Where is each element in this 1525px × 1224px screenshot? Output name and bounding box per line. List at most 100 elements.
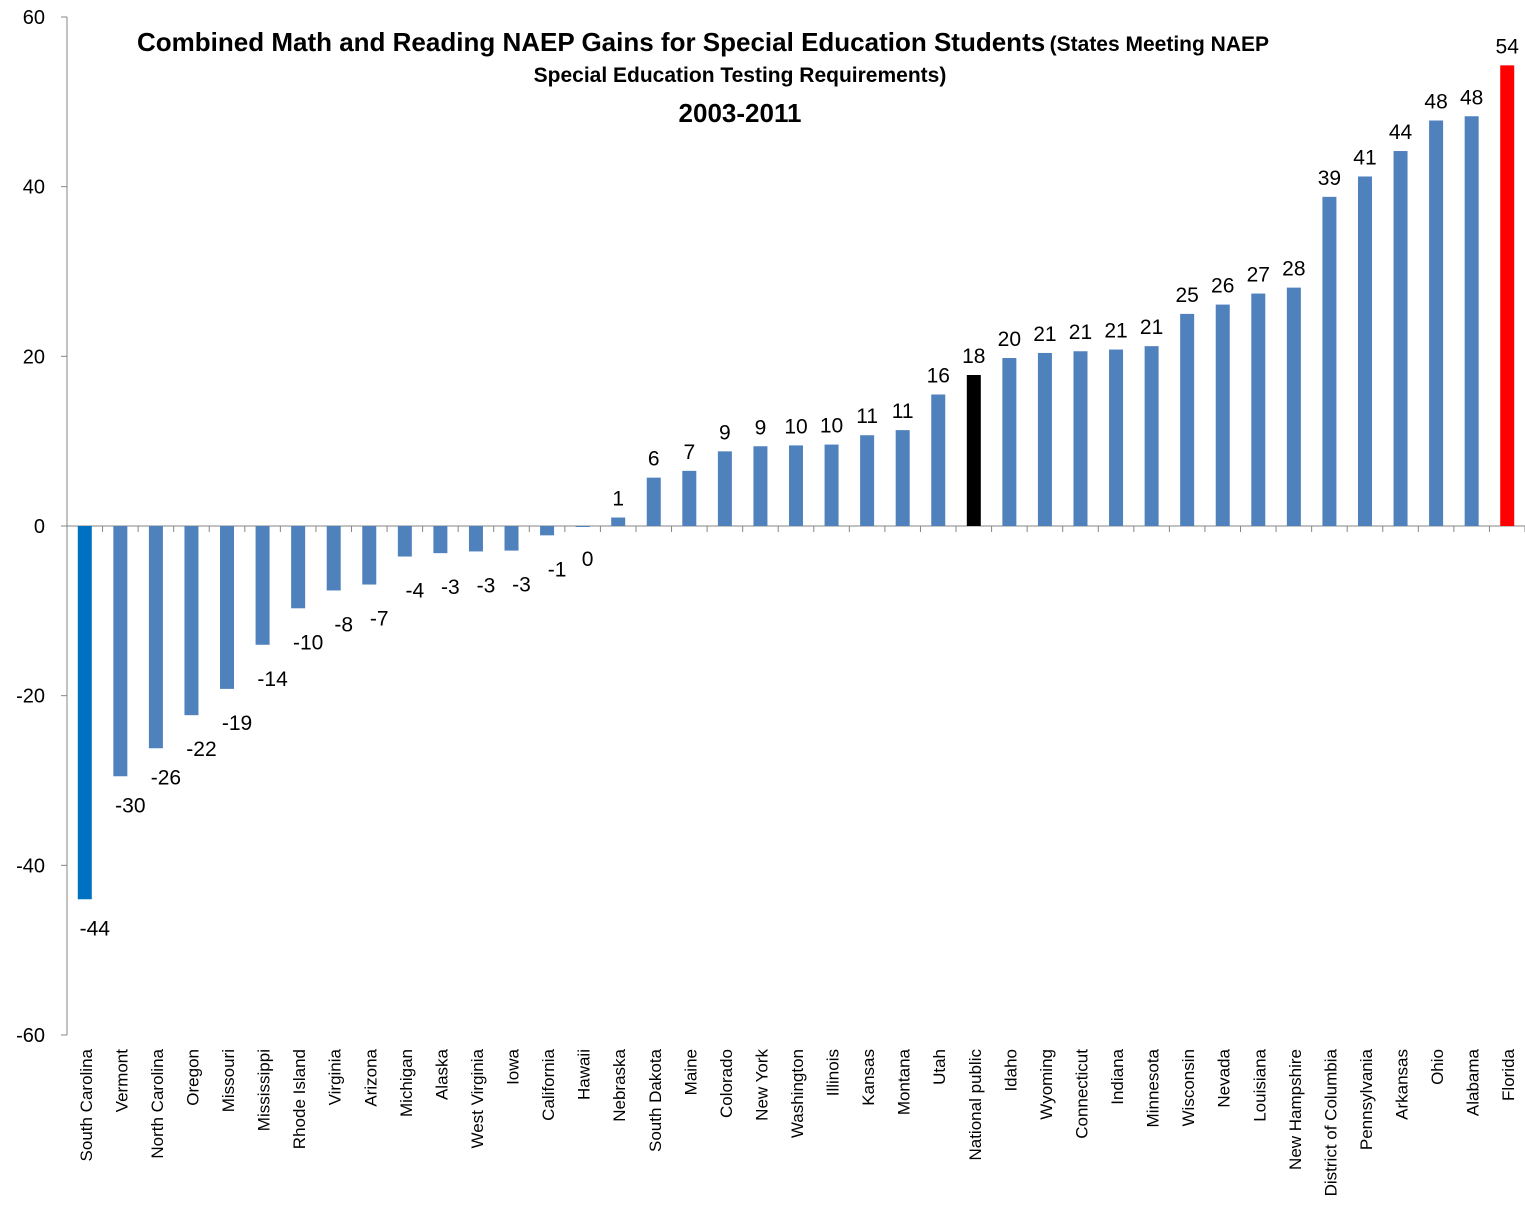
category-label: Kansas: [859, 1049, 878, 1106]
bar-utah: [931, 394, 946, 526]
bar-louisiana: [1251, 293, 1266, 526]
data-label: 44: [1389, 121, 1413, 144]
data-label: 21: [1069, 321, 1092, 344]
data-label: -4: [405, 580, 424, 603]
bar-arkansas: [1393, 151, 1408, 526]
data-label: -19: [222, 712, 252, 735]
data-label: 48: [1424, 90, 1447, 113]
bar-national-public: [966, 374, 981, 526]
y-tick-label: 20: [23, 346, 45, 368]
data-label: 6: [648, 448, 660, 471]
category-label: California: [539, 1048, 558, 1120]
category-label: Wyoming: [1037, 1049, 1056, 1120]
chart-title-line2: Special Education Testing Requirements): [533, 64, 947, 87]
category-label: New Hampshire: [1286, 1049, 1305, 1170]
bar-virginia: [326, 526, 341, 591]
chart-title-line1: Combined Math and Reading NAEP Gains for…: [137, 27, 1397, 58]
category-label: Montana: [895, 1048, 914, 1115]
category-label: Ohio: [1428, 1049, 1447, 1085]
data-label: 48: [1460, 86, 1483, 109]
bar-california: [540, 526, 555, 536]
category-label: Indiana: [1108, 1048, 1127, 1104]
data-label: -3: [477, 574, 496, 597]
category-label: Arizona: [361, 1048, 380, 1106]
bar-maine: [682, 470, 697, 526]
category-label: Idaho: [1001, 1049, 1020, 1092]
data-label: 27: [1247, 264, 1270, 287]
category-label: Missouri: [219, 1049, 238, 1112]
data-label: 16: [927, 365, 950, 388]
bar-hawaii: [575, 526, 590, 527]
category-label: Florida: [1499, 1048, 1518, 1101]
y-tick-label: -60: [16, 1025, 45, 1047]
bar-new-york: [753, 446, 768, 526]
data-label: 54: [1496, 35, 1520, 58]
bar-michigan: [397, 526, 412, 557]
category-label: Colorado: [717, 1049, 736, 1118]
data-label: 21: [1104, 320, 1127, 343]
bar-idaho: [1002, 358, 1017, 526]
category-label: North Carolina: [148, 1048, 167, 1158]
bar-rhode-island: [291, 526, 306, 609]
data-label: 0: [582, 548, 594, 571]
data-label: 11: [892, 400, 914, 423]
bar-pennsylvania: [1357, 176, 1372, 526]
category-label: Washington: [788, 1049, 807, 1138]
data-label: -26: [151, 766, 181, 789]
data-label: -44: [80, 917, 111, 940]
data-label: 10: [820, 415, 843, 438]
category-label: Alabama: [1464, 1048, 1483, 1116]
data-label: -3: [441, 576, 460, 599]
data-label: 20: [998, 328, 1021, 351]
category-label: South Dakota: [646, 1048, 665, 1152]
data-label: 1: [612, 488, 624, 511]
data-label: 9: [755, 416, 767, 439]
data-label: -14: [257, 668, 288, 691]
category-label: District of Columbia: [1321, 1048, 1340, 1196]
category-label: New York: [752, 1049, 771, 1121]
category-label: Hawaii: [575, 1049, 594, 1100]
category-label: Mississippi: [255, 1049, 274, 1131]
category-label: West Virginia: [468, 1048, 487, 1148]
bar-nebraska: [611, 517, 626, 526]
bar-north-carolina: [148, 526, 163, 749]
bar-district-of-columbia: [1322, 196, 1337, 526]
bar-washington: [789, 445, 803, 526]
category-label: Oregon: [183, 1049, 202, 1106]
data-label: 9: [719, 421, 731, 444]
data-label: 28: [1282, 258, 1305, 281]
bar-colorado: [717, 451, 732, 526]
bar-south-carolina: [77, 526, 92, 900]
data-label: -8: [334, 613, 353, 636]
y-tick-label: -40: [16, 855, 45, 877]
category-label: Rhode Island: [290, 1049, 309, 1149]
data-label: -10: [293, 631, 323, 654]
bar-wyoming: [1037, 352, 1052, 526]
data-label: -3: [512, 574, 531, 597]
bar-layer: [77, 65, 1515, 900]
bar-south-dakota: [646, 477, 661, 526]
bar-alabama: [1464, 116, 1479, 526]
data-label: -1: [548, 558, 567, 581]
data-label: 41: [1353, 146, 1376, 169]
bar-florida: [1500, 65, 1515, 526]
bar-alaska: [433, 526, 448, 554]
category-label: Minnesota: [1144, 1048, 1163, 1127]
bar-new-hampshire: [1286, 287, 1301, 526]
category-label: Maine: [681, 1049, 700, 1095]
bar-indiana: [1109, 349, 1124, 526]
category-label: Wisconsin: [1179, 1049, 1198, 1126]
data-label: -7: [370, 608, 389, 631]
category-label: Michigan: [397, 1049, 416, 1117]
bar-minnesota: [1144, 346, 1159, 526]
bar-kansas: [860, 435, 875, 526]
data-label: 11: [856, 405, 878, 428]
data-label: 7: [683, 441, 695, 464]
bar-vermont: [113, 526, 128, 777]
category-label: Utah: [930, 1049, 949, 1085]
category-label: Louisiana: [1250, 1048, 1269, 1121]
y-tick-label: 0: [34, 516, 45, 538]
data-label: 10: [784, 415, 807, 438]
